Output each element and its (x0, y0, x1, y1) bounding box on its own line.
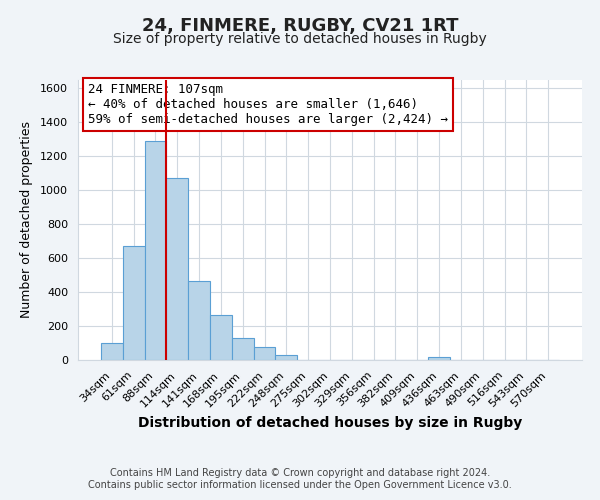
Text: Contains HM Land Registry data © Crown copyright and database right 2024.
Contai: Contains HM Land Registry data © Crown c… (88, 468, 512, 490)
X-axis label: Distribution of detached houses by size in Rugby: Distribution of detached houses by size … (138, 416, 522, 430)
Bar (254, 348, 275, 360)
Y-axis label: Number of detached properties: Number of detached properties (20, 122, 33, 318)
Text: Size of property relative to detached houses in Rugby: Size of property relative to detached ho… (113, 32, 487, 46)
Bar (145, 141, 166, 360)
Bar (166, 178, 188, 360)
Text: 24, FINMERE, RUGBY, CV21 1RT: 24, FINMERE, RUGBY, CV21 1RT (142, 18, 458, 36)
Text: 24 FINMERE: 107sqm
← 40% of detached houses are smaller (1,646)
59% of semi-deta: 24 FINMERE: 107sqm ← 40% of detached hou… (88, 83, 448, 126)
Bar (188, 281, 210, 360)
Bar (123, 246, 145, 360)
Bar (232, 338, 254, 360)
Bar (101, 343, 123, 360)
Bar (428, 358, 450, 360)
Bar (275, 355, 297, 360)
Bar (210, 315, 232, 360)
